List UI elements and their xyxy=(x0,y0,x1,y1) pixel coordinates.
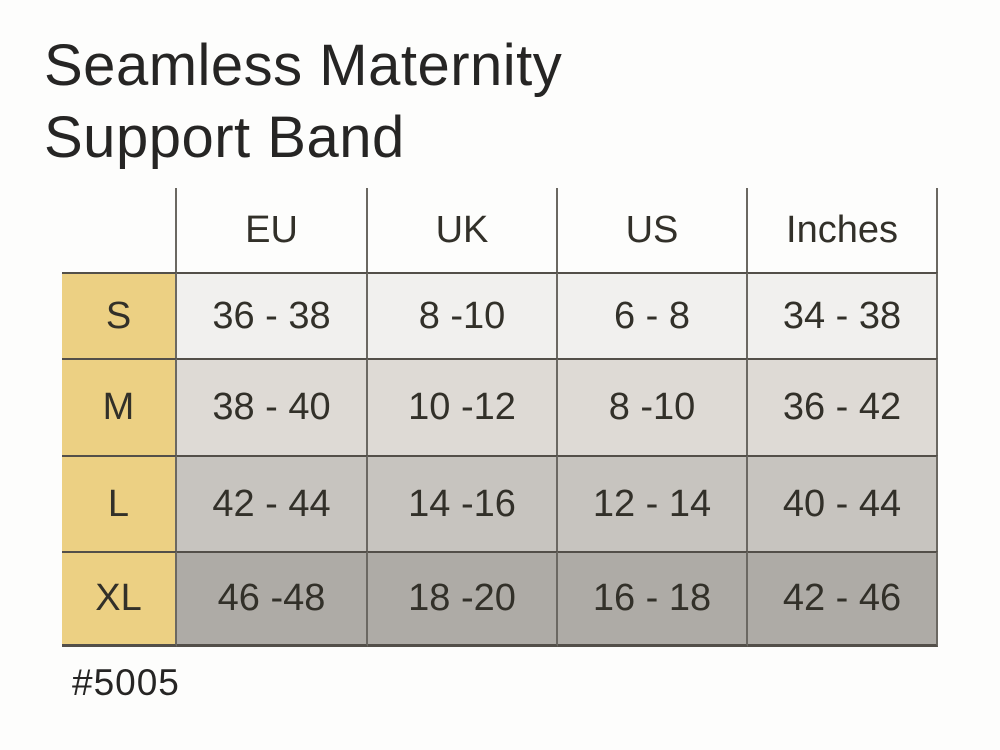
header-us: US xyxy=(558,188,748,272)
size-table: EU UK US Inches S 36 - 38 8 -10 6 - 8 34… xyxy=(62,188,938,647)
header-eu: EU xyxy=(177,188,368,272)
cell-xl-uk: 18 -20 xyxy=(368,551,558,647)
cell-l-inches: 40 - 44 xyxy=(748,455,938,551)
cell-l-us: 12 - 14 xyxy=(558,455,748,551)
cell-s-us: 6 - 8 xyxy=(558,272,748,358)
cell-xl-us: 16 - 18 xyxy=(558,551,748,647)
product-title: Seamless Maternity Support Band xyxy=(44,30,562,174)
size-label-l: L xyxy=(62,455,177,551)
header-inches: Inches xyxy=(748,188,938,272)
cell-m-eu: 38 - 40 xyxy=(177,358,368,455)
product-title-line1: Seamless Maternity xyxy=(44,33,563,98)
cell-m-inches: 36 - 42 xyxy=(748,358,938,455)
product-code: #5005 xyxy=(72,662,180,703)
size-label-m: M xyxy=(62,358,177,455)
header-uk: UK xyxy=(368,188,558,272)
cell-l-uk: 14 -16 xyxy=(368,455,558,551)
cell-l-eu: 42 - 44 xyxy=(177,455,368,551)
cell-m-uk: 10 -12 xyxy=(368,358,558,455)
cell-s-inches: 34 - 38 xyxy=(748,272,938,358)
size-label-xl: XL xyxy=(62,551,177,647)
product-title-line2: Support Band xyxy=(44,104,405,170)
cell-s-uk: 8 -10 xyxy=(368,272,558,358)
cell-xl-eu: 46 -48 xyxy=(177,551,368,647)
header-blank-cell xyxy=(62,188,177,272)
size-label-s: S xyxy=(62,272,177,358)
cell-xl-inches: 42 - 46 xyxy=(748,551,938,647)
cell-m-us: 8 -10 xyxy=(558,358,748,455)
cell-s-eu: 36 - 38 xyxy=(177,272,368,358)
